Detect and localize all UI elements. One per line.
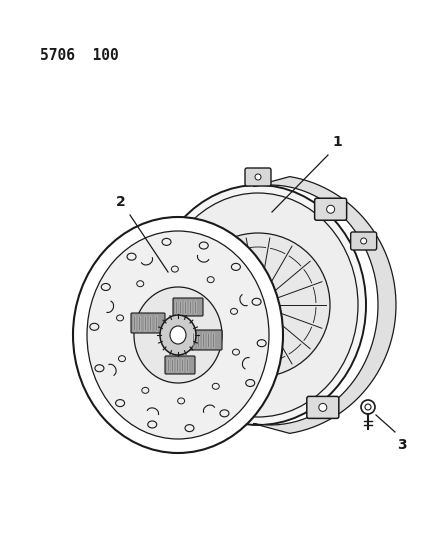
Circle shape bbox=[361, 238, 367, 244]
FancyBboxPatch shape bbox=[131, 313, 165, 333]
Circle shape bbox=[327, 205, 335, 213]
FancyBboxPatch shape bbox=[173, 298, 203, 316]
FancyBboxPatch shape bbox=[315, 198, 347, 220]
Ellipse shape bbox=[242, 289, 274, 321]
Circle shape bbox=[155, 229, 161, 235]
Ellipse shape bbox=[160, 315, 196, 355]
Circle shape bbox=[319, 403, 327, 411]
FancyBboxPatch shape bbox=[245, 168, 271, 186]
Ellipse shape bbox=[87, 231, 269, 439]
FancyBboxPatch shape bbox=[307, 397, 339, 418]
FancyBboxPatch shape bbox=[145, 223, 171, 240]
Text: 5706  100: 5706 100 bbox=[40, 48, 119, 63]
FancyBboxPatch shape bbox=[129, 305, 161, 327]
FancyBboxPatch shape bbox=[165, 356, 195, 374]
Ellipse shape bbox=[170, 326, 186, 344]
Ellipse shape bbox=[158, 193, 358, 417]
Ellipse shape bbox=[186, 233, 330, 377]
FancyBboxPatch shape bbox=[190, 330, 222, 350]
Text: 2: 2 bbox=[116, 195, 126, 209]
Text: 1: 1 bbox=[332, 135, 342, 149]
Polygon shape bbox=[253, 176, 396, 433]
FancyBboxPatch shape bbox=[351, 232, 377, 250]
Ellipse shape bbox=[150, 185, 366, 425]
Text: 3: 3 bbox=[397, 438, 407, 452]
Ellipse shape bbox=[73, 217, 283, 453]
Ellipse shape bbox=[134, 287, 222, 383]
Circle shape bbox=[255, 174, 261, 180]
Circle shape bbox=[141, 312, 149, 320]
